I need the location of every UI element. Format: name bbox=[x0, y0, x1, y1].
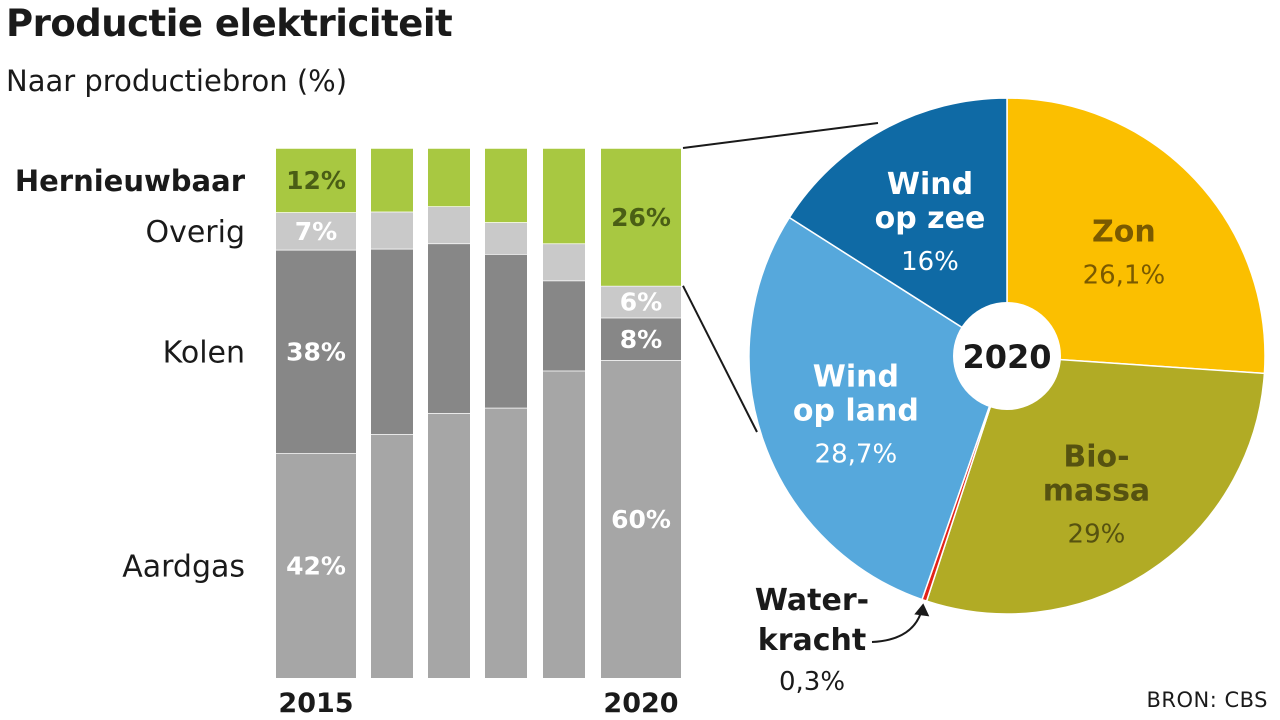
bar-data-label: 8% bbox=[620, 325, 662, 354]
bar-segment-hernieuwbaar-5 bbox=[601, 148, 681, 286]
bar-segment-aardgas-5 bbox=[601, 360, 681, 678]
pie-value-wind-op-land: 28,7% bbox=[815, 439, 898, 469]
pie-label-zon: Zon bbox=[1092, 215, 1156, 250]
callout-arrowhead bbox=[914, 603, 930, 617]
bar-segment-aardgas-0 bbox=[276, 453, 356, 678]
bar-data-label: 42% bbox=[286, 552, 346, 581]
pie-label-wind-op-zee: op zee bbox=[875, 201, 986, 236]
bar-segment-kolen-0 bbox=[276, 249, 356, 454]
bar-data-label: 6% bbox=[620, 288, 662, 317]
bar-segment-hernieuwbaar-0 bbox=[276, 148, 356, 213]
bar-segment-kolen-4 bbox=[543, 280, 585, 371]
bar-segment-overig-4 bbox=[543, 243, 585, 281]
pie-slice-wind-op-land bbox=[748, 216, 1008, 601]
callout-arrow bbox=[871, 608, 924, 643]
bar-segment-overig-1 bbox=[371, 211, 413, 249]
bar-segment-overig-3 bbox=[485, 222, 527, 254]
bar-segment-kolen-2 bbox=[428, 243, 470, 413]
bar-segment-overig-0 bbox=[276, 212, 356, 250]
donut-hole bbox=[953, 302, 1061, 410]
bar-segment-aardgas-2 bbox=[428, 413, 470, 678]
pie-label-bio-massa: Bio- bbox=[1063, 440, 1129, 475]
x-tick-label: 2020 bbox=[603, 688, 678, 719]
pie-label-water-kracht: kracht bbox=[758, 623, 866, 658]
pie-value-zon: 26,1% bbox=[1083, 261, 1166, 291]
pie-label-wind-op-land: op land bbox=[793, 393, 919, 428]
chart-title: Productie elektriciteit bbox=[6, 2, 453, 45]
bar-data-label: 38% bbox=[286, 337, 346, 366]
pie-label-bio-massa: massa bbox=[1043, 474, 1150, 509]
pie-value-wind-op-zee: 16% bbox=[901, 247, 959, 277]
series-label-hernieuwbaar: Hernieuwbaar bbox=[15, 164, 246, 198]
stacked-bar-chart: 12% 7% 38% 42% 26% 6% 8% 60% 2015 2020 Aardgas Kole… bbox=[15, 147, 681, 719]
bar-data-label: 60% bbox=[611, 505, 671, 534]
bar-segment-kolen-3 bbox=[485, 254, 527, 408]
pie-slice-zon bbox=[1006, 97, 1266, 375]
connector-lines bbox=[682, 122, 879, 433]
donut-chart: 2020 Zon 26,1% Bio-massa 29% Water-kracht 0,3%… bbox=[748, 97, 1266, 697]
bar-segment-aardgas-4 bbox=[543, 370, 585, 678]
pie-label-wind-op-land: Wind bbox=[813, 359, 899, 394]
series-label-kolen: Kolen bbox=[163, 335, 245, 370]
pie-label-wind-op-zee: Wind bbox=[887, 167, 973, 202]
bar-segment-hernieuwbaar-2 bbox=[428, 148, 470, 207]
pie-label-water-kracht: Water- bbox=[755, 583, 869, 618]
bar-segment-overig-5 bbox=[601, 285, 681, 318]
x-tick-label: 2015 bbox=[278, 688, 353, 719]
source-label: BRON: CBS bbox=[1146, 688, 1268, 712]
bar-segment-hernieuwbaar-4 bbox=[543, 148, 585, 244]
bar-data-label: 26% bbox=[611, 203, 671, 232]
bar-segment-kolen-5 bbox=[601, 317, 681, 360]
series-label-aardgas: Aardgas bbox=[122, 550, 245, 585]
donut-center-label: 2020 bbox=[962, 338, 1051, 376]
connector-line-bottom bbox=[682, 285, 758, 433]
pie-slice-bio-massa bbox=[925, 355, 1266, 615]
pie-slice-wind-op-zee bbox=[788, 97, 1008, 358]
bar-data-label: 12% bbox=[286, 166, 346, 195]
connector-line-top bbox=[682, 122, 879, 149]
bar-segment-kolen-1 bbox=[371, 248, 413, 435]
pie-value-bio-massa: 29% bbox=[1068, 520, 1126, 550]
bar-data-label: 7% bbox=[295, 217, 337, 246]
chart-subtitle: Naar productiebron (%) bbox=[6, 64, 348, 98]
series-label-overig: Overig bbox=[145, 215, 245, 250]
bar-segment-overig-2 bbox=[428, 206, 470, 244]
pie-value-water-kracht: 0,3% bbox=[779, 667, 845, 697]
bar-segment-hernieuwbaar-3 bbox=[485, 148, 527, 223]
bar-segment-hernieuwbaar-1 bbox=[371, 148, 413, 212]
bar-segment-aardgas-1 bbox=[371, 434, 413, 678]
bar-segment-aardgas-3 bbox=[485, 407, 527, 678]
